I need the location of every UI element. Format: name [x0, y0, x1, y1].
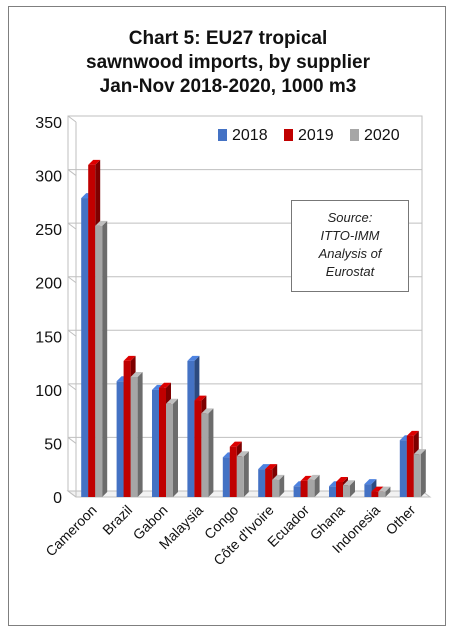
- legend-swatch: [350, 129, 359, 141]
- bar-top: [166, 398, 178, 404]
- bar: [88, 164, 96, 497]
- bar: [371, 491, 379, 497]
- bar: [364, 484, 372, 497]
- gridline-side: [67, 329, 77, 337]
- gridline-side: [67, 383, 77, 391]
- bar-side: [385, 486, 391, 497]
- bar-top: [307, 474, 320, 480]
- bar: [406, 435, 414, 497]
- bar: [413, 454, 421, 497]
- bar-top: [229, 441, 242, 447]
- legend-label: 2020: [364, 127, 400, 144]
- bar: [159, 387, 166, 497]
- bar: [123, 360, 131, 497]
- bar: [329, 486, 336, 497]
- legend-swatch: [218, 129, 227, 141]
- y-tick-label: 50: [44, 436, 62, 453]
- bar: [265, 469, 273, 497]
- chart-title-line-1: Chart 5: EU27 tropical: [128, 28, 328, 49]
- bar-top: [201, 408, 214, 414]
- bar: [336, 482, 343, 497]
- bar: [130, 377, 138, 497]
- bar: [116, 381, 124, 497]
- bar: [194, 400, 202, 497]
- gridline-side: [67, 169, 77, 176]
- bar-top: [258, 464, 271, 470]
- bar-side: [314, 474, 320, 497]
- bar: [307, 479, 315, 497]
- bar-top: [364, 479, 377, 485]
- chart-title-line-3: Jan-Nov 2018-2020, 1000 m3: [99, 76, 357, 97]
- legend-swatch: [284, 129, 293, 141]
- bar-side: [173, 398, 178, 497]
- source-line: Source:: [327, 210, 373, 225]
- y-tick-label: 0: [53, 490, 62, 507]
- bar-top: [265, 464, 278, 470]
- bar-top: [95, 220, 108, 226]
- gridline-side: [67, 276, 77, 284]
- y-tick-label: 200: [35, 276, 62, 293]
- bar-side: [208, 408, 214, 497]
- bar: [343, 485, 350, 497]
- bar-side: [137, 372, 143, 497]
- bar: [300, 480, 308, 497]
- bar: [272, 479, 280, 497]
- gridline-side: [67, 222, 77, 230]
- bar-top: [159, 382, 171, 388]
- bar-top: [343, 480, 355, 486]
- y-tick-label: 250: [35, 222, 62, 239]
- bar-top: [123, 355, 136, 361]
- bar-top: [371, 486, 384, 492]
- gridline-side: [67, 437, 77, 444]
- bar-side: [279, 474, 285, 497]
- bar: [187, 360, 195, 497]
- bar: [258, 469, 266, 497]
- bar: [222, 457, 230, 497]
- gridline-side: [67, 490, 77, 498]
- bar: [229, 446, 237, 497]
- bar: [293, 486, 301, 497]
- bar: [378, 491, 386, 497]
- bar-top: [413, 449, 426, 455]
- gridline-side: [67, 115, 77, 123]
- bar: [399, 440, 407, 497]
- x-category-label: Other: [382, 502, 418, 538]
- bar: [81, 198, 89, 498]
- y-tick-label: 150: [35, 329, 62, 346]
- y-tick-label: 100: [35, 383, 62, 400]
- bar-top: [378, 486, 391, 492]
- bar: [236, 456, 244, 497]
- bar-top: [187, 355, 200, 361]
- bar-top: [336, 477, 348, 482]
- y-tick-label: 350: [35, 115, 62, 132]
- source-line: Analysis of: [318, 246, 382, 261]
- bar-top: [194, 395, 207, 401]
- source-line: ITTO-IMM: [320, 228, 380, 243]
- y-tick-label: 300: [35, 169, 62, 186]
- bar: [152, 389, 159, 497]
- bar-top: [406, 430, 419, 436]
- bar-top: [130, 372, 143, 377]
- legend-label: 2019: [298, 127, 334, 144]
- chart-title-line-2: sawnwood imports, by supplier: [86, 52, 370, 73]
- bar-side: [102, 220, 108, 497]
- bar-side: [350, 480, 355, 497]
- bar: [95, 225, 103, 497]
- bar-top: [236, 451, 249, 457]
- bar: [201, 413, 209, 497]
- bar-side: [420, 449, 426, 497]
- source-line: Eurostat: [325, 264, 375, 279]
- legend-label: 2018: [232, 127, 268, 144]
- x-category-label: Cameroon: [42, 502, 100, 560]
- bar-top: [272, 474, 285, 480]
- bar-side: [243, 451, 249, 497]
- source-annotation: Source: ITTO-IMM Analysis of Eurostat: [291, 200, 409, 292]
- bar-top: [88, 159, 101, 165]
- bar: [166, 403, 173, 497]
- bar-top: [300, 475, 313, 481]
